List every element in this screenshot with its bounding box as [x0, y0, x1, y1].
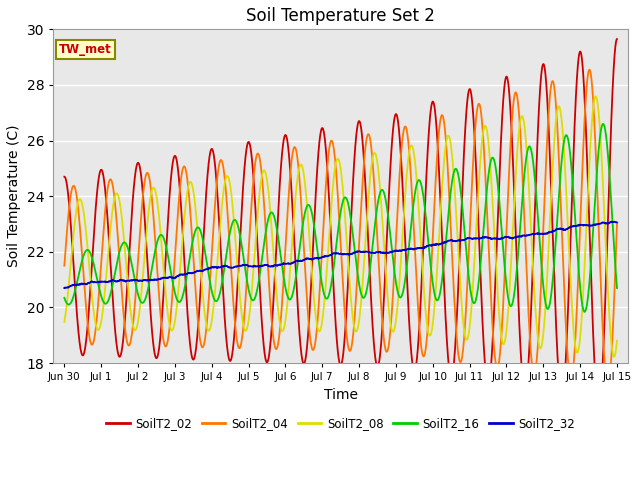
Legend: SoilT2_02, SoilT2_04, SoilT2_08, SoilT2_16, SoilT2_32: SoilT2_02, SoilT2_04, SoilT2_08, SoilT2_…	[101, 412, 580, 435]
Text: TW_met: TW_met	[59, 43, 112, 56]
X-axis label: Time: Time	[324, 388, 358, 402]
Title: Soil Temperature Set 2: Soil Temperature Set 2	[246, 7, 435, 25]
Y-axis label: Soil Temperature (C): Soil Temperature (C)	[7, 125, 21, 267]
